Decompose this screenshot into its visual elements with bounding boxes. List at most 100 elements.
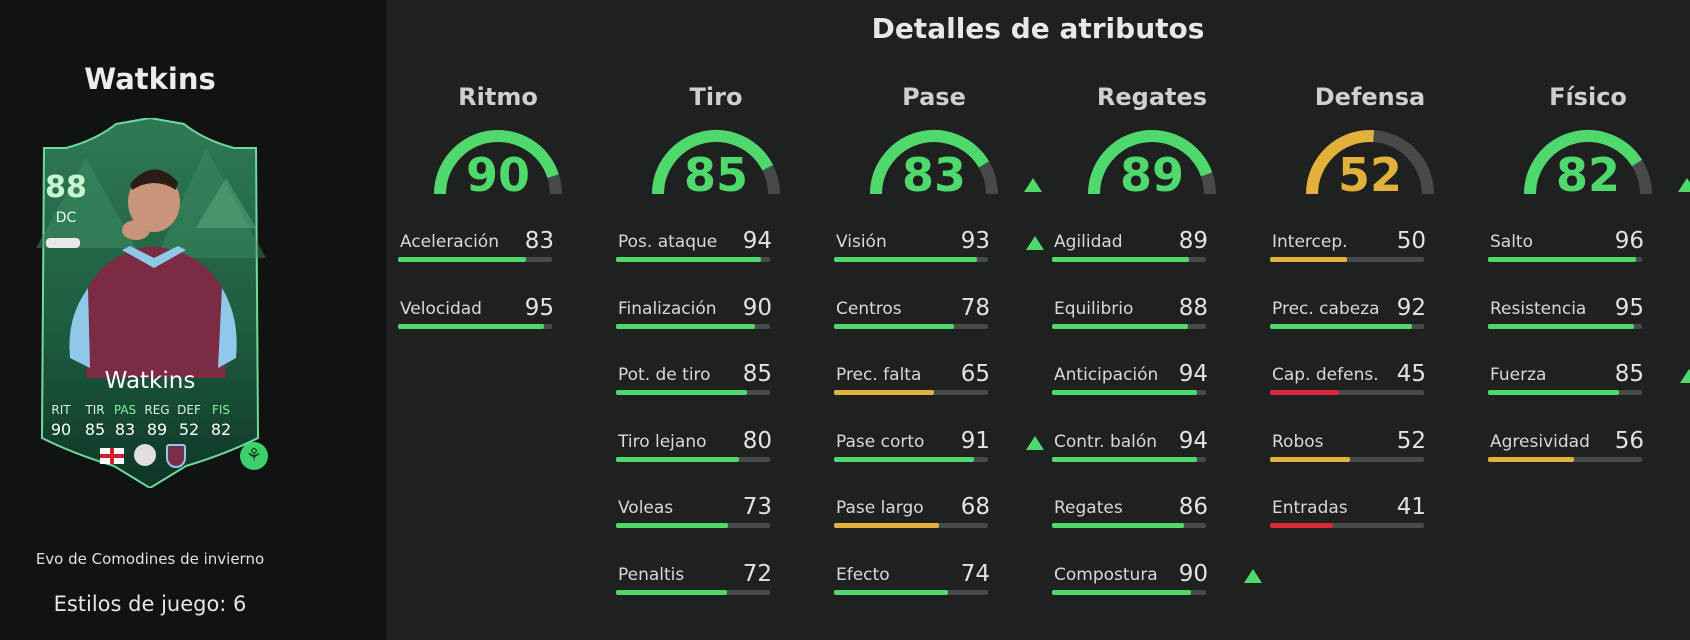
attribute-bar-track — [834, 257, 988, 262]
attribute-bar-fill — [1488, 324, 1635, 329]
attribute-label: Visión — [836, 232, 887, 252]
attribute-row: Robos 52 — [1270, 428, 1490, 492]
attribute-bar-track — [1270, 457, 1424, 462]
card-overall-rating: 88 — [45, 170, 87, 205]
category-name: Pase — [902, 83, 966, 111]
attribute-label: Contr. balón — [1054, 432, 1158, 452]
attribute-label: Velocidad — [400, 299, 482, 319]
attribute-label: Finalización — [618, 299, 717, 319]
attribute-label: Salto — [1490, 232, 1533, 252]
attribute-bar-track — [616, 390, 770, 395]
attribute-bar-fill — [1488, 257, 1636, 262]
category-value: 82 — [1555, 148, 1620, 202]
card-stat-value: 83 — [114, 420, 136, 439]
attribute-label: Pot. de tiro — [618, 365, 711, 385]
category-name: Defensa — [1314, 83, 1426, 111]
category-gauge — [1088, 130, 1216, 195]
attribute-bar-track — [1488, 457, 1642, 462]
attribute-label: Agresividad — [1490, 432, 1590, 452]
attribute-bar-track — [616, 523, 770, 528]
attribute-label: Robos — [1272, 432, 1324, 452]
attribute-value: 88 — [1178, 295, 1208, 321]
attribute-row: Entradas 41 — [1270, 494, 1490, 558]
attribute-row: Anticipación 94 — [1052, 361, 1272, 425]
attribute-bar-fill — [1052, 523, 1185, 528]
attribute-value: 94 — [1178, 428, 1208, 454]
attribute-label: Anticipación — [1054, 365, 1159, 385]
category-gauge — [652, 130, 780, 195]
attribute-label: Penaltis — [618, 565, 685, 585]
category-gauge — [434, 130, 562, 195]
attribute-row: Efecto 74 — [834, 561, 1054, 625]
attribute-row: Prec. falta 65 — [834, 361, 1054, 425]
attribute-row: Cap. defens. 45 — [1270, 361, 1490, 425]
attribute-bar-fill — [616, 523, 729, 528]
card-position: DC — [55, 210, 77, 226]
attribute-label: Prec. falta — [836, 365, 922, 385]
attribute-row: Voleas 73 — [616, 494, 836, 558]
attribute-row: Fuerza 85 — [1488, 361, 1690, 425]
attribute-value: 50 — [1396, 228, 1426, 254]
category-value: 52 — [1337, 148, 1402, 202]
attribute-value: 41 — [1396, 494, 1426, 520]
england-flag-icon — [100, 448, 124, 464]
upgrade-arrow-icon — [1678, 178, 1690, 192]
attribute-label: Agilidad — [1054, 232, 1123, 252]
attribute-label: Entradas — [1272, 498, 1348, 518]
attribute-label: Aceleración — [400, 232, 499, 252]
attribute-bar-fill — [398, 324, 545, 329]
attribute-row: Centros 78 — [834, 295, 1054, 359]
attribute-row: Resistencia 95 — [1488, 295, 1690, 359]
card-stat-value: 85 — [84, 420, 106, 439]
attribute-value: 96 — [1614, 228, 1644, 254]
gauge-fill — [1524, 130, 1643, 195]
attribute-bar-track — [1052, 324, 1206, 329]
attribute-value: 74 — [960, 561, 990, 587]
gauge-fill — [1088, 130, 1213, 195]
attribute-row: Agilidad 89 — [1052, 228, 1272, 292]
attribute-label: Compostura — [1054, 565, 1158, 585]
attribute-bar-track — [834, 590, 988, 595]
attribute-label: Equilibrio — [1054, 299, 1134, 319]
attribute-bar-fill — [1052, 390, 1197, 395]
attribute-row: Pase corto 91 — [834, 428, 1054, 492]
attribute-value: 83 — [524, 228, 554, 254]
attribute-bar-track — [616, 257, 770, 262]
attribute-bar-fill — [834, 257, 978, 262]
attribute-bar-track — [1270, 324, 1424, 329]
card-stat-label: FIS — [211, 403, 231, 417]
card-stat-value: 89 — [146, 420, 168, 439]
attribute-row: Equilibrio 88 — [1052, 295, 1272, 359]
attribute-bar-fill — [1052, 457, 1197, 462]
card-stat-value: 52 — [178, 420, 200, 439]
card-stat-label: TIR — [85, 403, 105, 417]
card-stat-label: REG — [144, 403, 170, 417]
attribute-bar-fill — [616, 257, 761, 262]
category-name: Regates — [1096, 83, 1208, 111]
card-player-name: Watkins — [104, 368, 196, 394]
attribute-row: Regates 86 — [1052, 494, 1272, 558]
attribute-value: 56 — [1614, 428, 1644, 454]
attribute-label: Efecto — [836, 565, 890, 585]
attribute-bar-track — [398, 257, 552, 262]
player-card[interactable]: 88 DC Watkins RIT 90 TIR 85 PAS 83 REG 89 DEF 52 F… — [26, 118, 274, 488]
attribute-bar-track — [616, 324, 770, 329]
attribute-label: Intercep. — [1272, 232, 1348, 252]
gauge-fill — [434, 130, 559, 195]
attribute-bar-fill — [1270, 257, 1347, 262]
attribute-row: Prec. cabeza 92 — [1270, 295, 1490, 359]
attribute-label: Prec. cabeza — [1272, 299, 1380, 319]
attribute-bar-fill — [834, 390, 935, 395]
category-value: 83 — [901, 148, 966, 202]
attribute-bar-track — [1270, 257, 1424, 262]
attribute-bar-track — [1488, 324, 1642, 329]
attribute-value: 86 — [1178, 494, 1208, 520]
upgrade-arrow-icon — [1026, 436, 1044, 450]
evolution-title: Evo de Comodines de invierno — [35, 550, 265, 568]
attribute-bar-track — [1052, 390, 1206, 395]
attribute-value: 95 — [524, 295, 554, 321]
attribute-label: Regates — [1054, 498, 1123, 518]
attribute-bar-fill — [616, 590, 727, 595]
upgrade-arrow-icon — [1244, 569, 1262, 583]
category-value: 89 — [1119, 148, 1184, 202]
